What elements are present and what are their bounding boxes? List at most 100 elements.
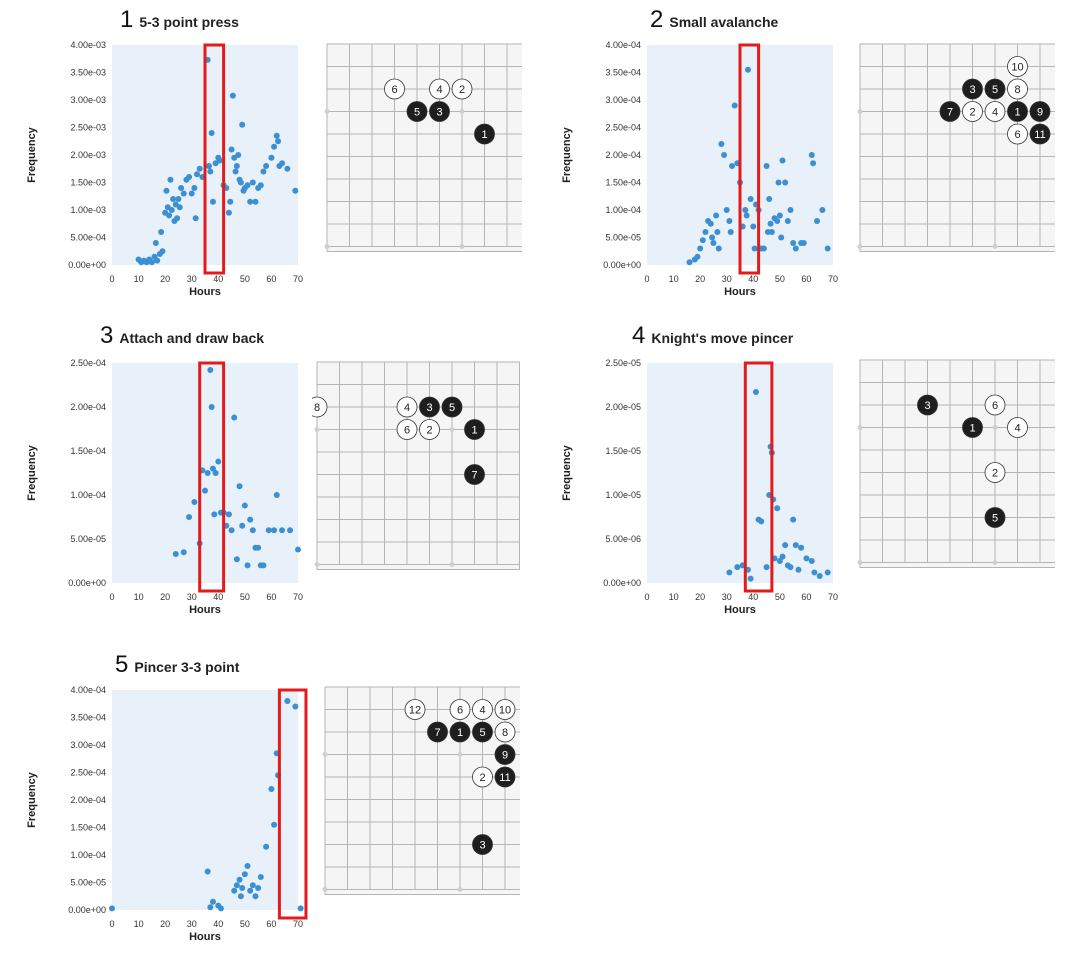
y-tick-label: 4.00e-04 bbox=[605, 40, 641, 50]
stone-label: 5 bbox=[992, 513, 998, 525]
y-tick-label: 0.00e+00 bbox=[603, 260, 641, 270]
hoshi-point bbox=[314, 562, 320, 567]
white-stone bbox=[984, 101, 1006, 122]
data-point bbox=[763, 564, 770, 571]
data-point bbox=[228, 527, 235, 534]
stone-label: 5 bbox=[449, 402, 455, 414]
data-point bbox=[768, 229, 775, 235]
white-stone bbox=[472, 699, 493, 720]
stone-label: 4 bbox=[992, 107, 998, 119]
hoshi-point bbox=[857, 560, 863, 565]
data-point bbox=[265, 527, 272, 534]
y-tick-label: 0.00e+00 bbox=[68, 578, 106, 588]
data-point bbox=[244, 182, 251, 189]
x-tick-label: 10 bbox=[134, 274, 144, 284]
hoshi-point bbox=[324, 109, 330, 114]
y-tick-label: 2.50e-03 bbox=[70, 123, 106, 133]
data-point bbox=[816, 572, 823, 579]
hoshi-point bbox=[992, 560, 998, 565]
data-point bbox=[694, 253, 701, 260]
data-point bbox=[819, 207, 826, 213]
data-point bbox=[779, 553, 786, 560]
board-surface bbox=[316, 361, 520, 570]
data-point bbox=[790, 516, 797, 523]
white-stone bbox=[984, 462, 1006, 483]
black-stone bbox=[984, 507, 1006, 528]
y-tick-label: 2.00e-04 bbox=[70, 402, 106, 412]
stone-label: 1 bbox=[471, 425, 477, 437]
stone-label: 8 bbox=[314, 402, 320, 414]
stone-label: 4 bbox=[436, 84, 442, 96]
panel-name: 5-3 point press bbox=[139, 14, 239, 30]
black-stone bbox=[429, 101, 450, 122]
x-tick-label: 60 bbox=[801, 592, 811, 602]
data-point bbox=[782, 179, 789, 186]
stone-label: 2 bbox=[479, 772, 485, 784]
stone-label: 4 bbox=[479, 705, 485, 717]
x-tick-label: 0 bbox=[109, 919, 114, 929]
white-stone bbox=[449, 699, 471, 720]
data-point bbox=[747, 196, 754, 202]
panel-4: 4 Knight's move pincer 0.00e+00 5.00e-06 1.… bbox=[535, 318, 1075, 638]
plot-area bbox=[647, 363, 833, 583]
data-point bbox=[204, 470, 211, 476]
data-point bbox=[109, 905, 115, 912]
y-tick-label: 5.00e-05 bbox=[70, 534, 106, 544]
board-surface bbox=[859, 43, 1055, 252]
scatter-chart: 0.00e+00 5.00e-04 1.00e-03 1.50e-03 2.00e-03… bbox=[26, 40, 303, 298]
stone-label: 7 bbox=[471, 470, 477, 482]
data-point bbox=[824, 245, 831, 252]
white-stone bbox=[396, 396, 418, 418]
panel-number: 1 bbox=[120, 6, 134, 33]
x-tick-label: 60 bbox=[266, 919, 276, 929]
x-tick-label: 30 bbox=[187, 274, 197, 284]
x-tick-label: 0 bbox=[109, 274, 114, 284]
stone-label: 1 bbox=[969, 423, 975, 435]
data-point bbox=[235, 152, 242, 158]
hoshi-point bbox=[992, 244, 998, 249]
data-point bbox=[731, 102, 738, 109]
hoshi-point bbox=[449, 562, 455, 567]
y-tick-label: 2.50e-05 bbox=[605, 358, 641, 368]
data-point bbox=[154, 257, 161, 264]
stone-label: 5 bbox=[414, 107, 420, 119]
data-point bbox=[763, 163, 770, 169]
stone-label: 8 bbox=[1014, 84, 1020, 96]
data-point bbox=[236, 483, 243, 490]
stone-label: 2 bbox=[426, 425, 432, 437]
x-tick-label: 40 bbox=[748, 274, 758, 284]
data-point bbox=[810, 160, 817, 167]
highlight-box bbox=[277, 688, 308, 920]
data-point bbox=[295, 546, 301, 553]
black-stone bbox=[917, 394, 938, 416]
x-tick-label: 40 bbox=[213, 592, 223, 602]
data-point bbox=[227, 198, 234, 205]
x-tick-label: 30 bbox=[187, 592, 197, 602]
x-tick-label: 70 bbox=[293, 274, 303, 284]
data-point bbox=[215, 458, 222, 465]
data-point bbox=[207, 904, 214, 911]
data-point bbox=[148, 259, 155, 266]
y-tick-label: 0.00e+00 bbox=[603, 578, 641, 588]
x-tick-label: 10 bbox=[134, 919, 144, 929]
plot-area bbox=[112, 690, 298, 910]
data-point bbox=[209, 198, 216, 205]
data-point bbox=[758, 518, 765, 525]
data-point bbox=[180, 549, 187, 556]
data-point bbox=[260, 562, 267, 569]
data-point bbox=[800, 240, 807, 246]
black-stone bbox=[939, 101, 961, 122]
data-point bbox=[260, 168, 267, 175]
stone-label: 7 bbox=[434, 727, 440, 739]
data-point bbox=[697, 245, 704, 252]
stone-label: 3 bbox=[426, 402, 432, 414]
data-point bbox=[699, 237, 706, 244]
data-point bbox=[776, 558, 783, 564]
stone-label: 10 bbox=[499, 705, 511, 717]
data-point bbox=[709, 234, 716, 241]
scatter-chart: 0.00e+00 5.00e-06 1.00e-05 1.50e-05 2.00e-05… bbox=[561, 358, 838, 616]
stone-label: 11 bbox=[499, 772, 510, 784]
x-tick-label: 20 bbox=[160, 274, 170, 284]
x-tick-label: 40 bbox=[213, 919, 223, 929]
scatter-chart: 0.00e+00 5.00e-05 1.00e-04 1.50e-04 2.00e-04… bbox=[26, 685, 308, 943]
